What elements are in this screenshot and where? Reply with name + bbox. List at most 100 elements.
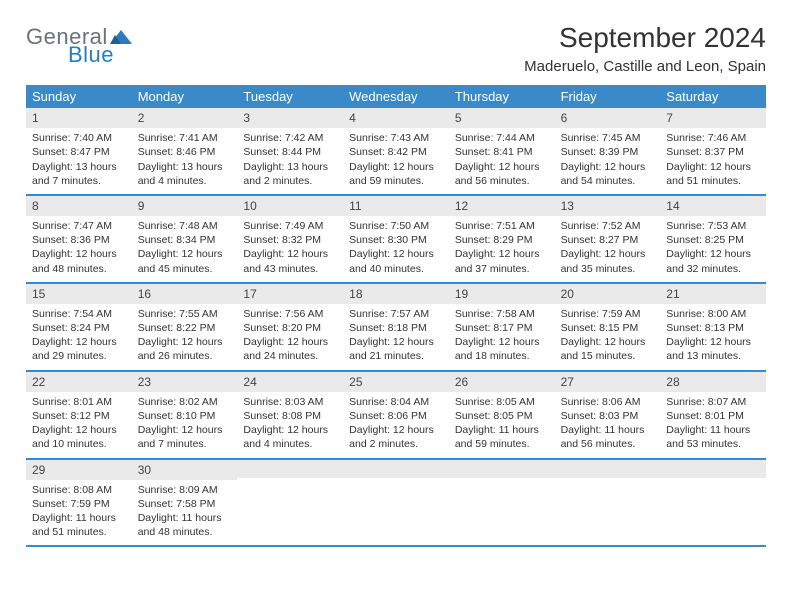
day-body [660, 478, 766, 532]
sunset-line: Sunset: 8:32 PM [243, 233, 337, 247]
day-cell: 1Sunrise: 7:40 AMSunset: 8:47 PMDaylight… [26, 108, 132, 194]
daylight-line: Daylight: 11 hours and 59 minutes. [455, 423, 549, 451]
weekday-label: Thursday [449, 85, 555, 108]
daylight-line: Daylight: 12 hours and 15 minutes. [561, 335, 655, 363]
sunset-line: Sunset: 8:08 PM [243, 409, 337, 423]
daylight-line: Daylight: 12 hours and 7 minutes. [138, 423, 232, 451]
day-cell: 16Sunrise: 7:55 AMSunset: 8:22 PMDayligh… [132, 284, 238, 370]
sunset-line: Sunset: 8:15 PM [561, 321, 655, 335]
day-body: Sunrise: 7:59 AMSunset: 8:15 PMDaylight:… [555, 304, 661, 370]
day-number: 15 [26, 284, 132, 304]
day-body [449, 478, 555, 532]
sunset-line: Sunset: 8:41 PM [455, 145, 549, 159]
sunset-line: Sunset: 8:18 PM [349, 321, 443, 335]
weekday-label: Wednesday [343, 85, 449, 108]
day-number: 3 [237, 108, 343, 128]
day-body: Sunrise: 7:50 AMSunset: 8:30 PMDaylight:… [343, 216, 449, 282]
day-cell: 28Sunrise: 8:07 AMSunset: 8:01 PMDayligh… [660, 372, 766, 458]
day-number: 23 [132, 372, 238, 392]
day-number: 7 [660, 108, 766, 128]
daylight-line: Daylight: 12 hours and 37 minutes. [455, 247, 549, 275]
daylight-line: Daylight: 12 hours and 4 minutes. [243, 423, 337, 451]
sunset-line: Sunset: 8:27 PM [561, 233, 655, 247]
day-number: 20 [555, 284, 661, 304]
day-cell: 5Sunrise: 7:44 AMSunset: 8:41 PMDaylight… [449, 108, 555, 194]
daylight-line: Daylight: 12 hours and 26 minutes. [138, 335, 232, 363]
sunset-line: Sunset: 8:17 PM [455, 321, 549, 335]
day-number: 24 [237, 372, 343, 392]
day-body: Sunrise: 8:05 AMSunset: 8:05 PMDaylight:… [449, 392, 555, 458]
daylight-line: Daylight: 11 hours and 53 minutes. [666, 423, 760, 451]
sunset-line: Sunset: 8:46 PM [138, 145, 232, 159]
day-body: Sunrise: 7:58 AMSunset: 8:17 PMDaylight:… [449, 304, 555, 370]
day-body: Sunrise: 7:55 AMSunset: 8:22 PMDaylight:… [132, 304, 238, 370]
daylight-line: Daylight: 13 hours and 7 minutes. [32, 160, 126, 188]
day-body: Sunrise: 7:40 AMSunset: 8:47 PMDaylight:… [26, 128, 132, 194]
sunset-line: Sunset: 8:01 PM [666, 409, 760, 423]
daylight-line: Daylight: 11 hours and 48 minutes. [138, 511, 232, 539]
day-cell: 29Sunrise: 8:08 AMSunset: 7:59 PMDayligh… [26, 460, 132, 546]
day-number: 14 [660, 196, 766, 216]
sunset-line: Sunset: 8:39 PM [561, 145, 655, 159]
day-cell: 9Sunrise: 7:48 AMSunset: 8:34 PMDaylight… [132, 196, 238, 282]
sunset-line: Sunset: 8:29 PM [455, 233, 549, 247]
day-number: 12 [449, 196, 555, 216]
day-number: 5 [449, 108, 555, 128]
sunrise-line: Sunrise: 8:09 AM [138, 483, 232, 497]
weekday-label: Saturday [660, 85, 766, 108]
day-cell: 20Sunrise: 7:59 AMSunset: 8:15 PMDayligh… [555, 284, 661, 370]
calendar-week: 22Sunrise: 8:01 AMSunset: 8:12 PMDayligh… [26, 372, 766, 460]
day-body: Sunrise: 7:46 AMSunset: 8:37 PMDaylight:… [660, 128, 766, 194]
day-body: Sunrise: 7:49 AMSunset: 8:32 PMDaylight:… [237, 216, 343, 282]
sunrise-line: Sunrise: 7:43 AM [349, 131, 443, 145]
day-number: 6 [555, 108, 661, 128]
day-body: Sunrise: 8:08 AMSunset: 7:59 PMDaylight:… [26, 480, 132, 546]
day-body [237, 478, 343, 532]
day-body: Sunrise: 7:43 AMSunset: 8:42 PMDaylight:… [343, 128, 449, 194]
sunset-line: Sunset: 8:36 PM [32, 233, 126, 247]
day-cell: 18Sunrise: 7:57 AMSunset: 8:18 PMDayligh… [343, 284, 449, 370]
day-cell [555, 460, 661, 546]
day-cell [660, 460, 766, 546]
daylight-line: Daylight: 12 hours and 2 minutes. [349, 423, 443, 451]
daylight-line: Daylight: 12 hours and 56 minutes. [455, 160, 549, 188]
day-body: Sunrise: 8:07 AMSunset: 8:01 PMDaylight:… [660, 392, 766, 458]
day-cell: 8Sunrise: 7:47 AMSunset: 8:36 PMDaylight… [26, 196, 132, 282]
day-body: Sunrise: 7:52 AMSunset: 8:27 PMDaylight:… [555, 216, 661, 282]
sunrise-line: Sunrise: 7:51 AM [455, 219, 549, 233]
day-number: 1 [26, 108, 132, 128]
daylight-line: Daylight: 12 hours and 18 minutes. [455, 335, 549, 363]
sunset-line: Sunset: 8:13 PM [666, 321, 760, 335]
day-cell: 6Sunrise: 7:45 AMSunset: 8:39 PMDaylight… [555, 108, 661, 194]
day-number [343, 460, 449, 478]
title-block: September 2024 Maderuelo, Castille and L… [524, 22, 766, 75]
daylight-line: Daylight: 12 hours and 51 minutes. [666, 160, 760, 188]
sunset-line: Sunset: 8:10 PM [138, 409, 232, 423]
day-cell: 12 Sunrise: 7:51 AMSunset: 8:29 PMDayligh… [449, 196, 555, 282]
sunset-line: Sunset: 7:59 PM [32, 497, 126, 511]
sunrise-line: Sunrise: 8:00 AM [666, 307, 760, 321]
day-body: Sunrise: 8:03 AMSunset: 8:08 PMDaylight:… [237, 392, 343, 458]
sunset-line: Sunset: 8:05 PM [455, 409, 549, 423]
day-number: 4 [343, 108, 449, 128]
weekday-label: Sunday [26, 85, 132, 108]
day-cell: 14Sunrise: 7:53 AMSunset: 8:25 PMDayligh… [660, 196, 766, 282]
day-number: 18 [343, 284, 449, 304]
sunset-line: Sunset: 8:03 PM [561, 409, 655, 423]
daylight-line: Daylight: 13 hours and 2 minutes. [243, 160, 337, 188]
sunrise-line: Sunrise: 8:01 AM [32, 395, 126, 409]
day-number [449, 460, 555, 478]
day-cell: 30Sunrise: 8:09 AMSunset: 7:58 PMDayligh… [132, 460, 238, 546]
weekday-label: Friday [555, 85, 661, 108]
sunrise-line: Sunrise: 7:50 AM [349, 219, 443, 233]
daylight-line: Daylight: 12 hours and 40 minutes. [349, 247, 443, 275]
sunrise-line: Sunrise: 7:48 AM [138, 219, 232, 233]
sunrise-line: Sunrise: 7:56 AM [243, 307, 337, 321]
day-cell [343, 460, 449, 546]
day-number: 26 [449, 372, 555, 392]
sunrise-line: Sunrise: 8:05 AM [455, 395, 549, 409]
day-cell: 7Sunrise: 7:46 AMSunset: 8:37 PMDaylight… [660, 108, 766, 194]
day-number: 17 [237, 284, 343, 304]
day-body: Sunrise: 7:56 AMSunset: 8:20 PMDaylight:… [237, 304, 343, 370]
sunrise-line: Sunrise: 7:57 AM [349, 307, 443, 321]
